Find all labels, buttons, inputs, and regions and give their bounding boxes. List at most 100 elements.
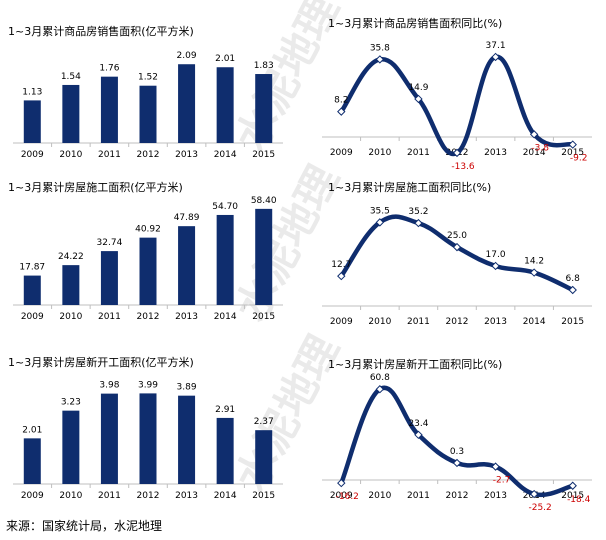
x-tick-label: 2011: [407, 148, 430, 158]
bar: [216, 417, 234, 484]
data-point: [529, 268, 539, 277]
bar: [255, 208, 273, 305]
x-tick-label: 2010: [59, 150, 82, 160]
data-label: -9.2: [570, 154, 588, 164]
x-tick-label: 2013: [484, 148, 507, 158]
x-tick-label: 2012: [446, 491, 469, 501]
data-label: 2.01: [215, 54, 235, 64]
data-point: [452, 242, 462, 252]
bar: [100, 76, 118, 143]
data-label: -2.7: [493, 476, 511, 486]
data-label: 35.5: [370, 206, 390, 216]
bar: [139, 393, 157, 484]
chart-title: 1~3月累计商品房销售面积(亿平方米): [8, 24, 194, 38]
data-label: 2.37: [254, 417, 274, 427]
bar: [23, 275, 41, 305]
x-tick-label: 2014: [214, 312, 237, 322]
x-tick-label: 2013: [175, 150, 198, 160]
data-label: 37.1: [486, 41, 506, 51]
data-point: [414, 218, 423, 228]
x-tick-label: 2013: [484, 491, 507, 501]
x-tick-label: 2010: [368, 148, 391, 158]
bar: [139, 237, 157, 305]
x-tick-label: 2009: [330, 491, 353, 501]
data-label: -16.2: [336, 492, 359, 502]
bar: [23, 438, 41, 484]
data-label: 24.22: [58, 252, 84, 262]
data-label: 3.89: [177, 383, 197, 393]
data-point: [491, 52, 500, 62]
x-tick-label: 2010: [368, 491, 391, 501]
data-label: 3.99: [138, 380, 158, 390]
bar: [62, 410, 80, 484]
series-line: [339, 214, 575, 293]
x-tick-label: 2015: [252, 491, 275, 501]
data-point: [491, 261, 500, 271]
watermark-text: 水泥地理: [226, 328, 348, 499]
data-label: 12.7: [331, 260, 351, 270]
data-label: 1.13: [22, 87, 42, 97]
data-point: [414, 94, 423, 104]
x-tick-label: 2014: [523, 148, 546, 158]
bar: [255, 430, 273, 484]
bar: [216, 214, 234, 305]
data-label: -25.2: [528, 503, 551, 513]
data-label: 14.9: [408, 83, 428, 93]
chart-title: 1~3月累计房屋新开工面积(亿平方米): [8, 355, 194, 369]
bar: [23, 100, 41, 143]
data-label: 2.01: [22, 425, 42, 435]
x-tick-label: 2012: [446, 317, 469, 327]
bar: [62, 265, 80, 305]
data-label: 14.2: [524, 257, 544, 267]
bar: [100, 393, 118, 484]
data-point: [375, 218, 385, 227]
x-tick-label: 2012: [137, 150, 160, 160]
bar: [178, 64, 196, 143]
bar-chart-3: 1~3月累计房屋施工面积(亿平方米) 17.87 2009 24.22 2010 32.7…: [8, 180, 283, 322]
data-label: 1.52: [138, 73, 158, 83]
line-chart-6: 1~3月累计房屋新开工面积同比(%) 2009 2010 2011 2012 2013 20…: [322, 357, 592, 513]
data-label: -13.6: [451, 162, 475, 172]
x-tick-label: 2012: [137, 312, 160, 322]
x-tick-label: 2011: [407, 491, 430, 501]
data-label: 3.98: [99, 381, 119, 391]
x-tick-label: 2011: [98, 312, 121, 322]
data-point: [337, 107, 346, 116]
data-label: 6.8: [566, 274, 581, 284]
x-tick-label: 2010: [59, 312, 82, 322]
data-label: 32.74: [97, 238, 123, 248]
x-tick-label: 2009: [21, 312, 44, 322]
x-tick-label: 2014: [214, 150, 237, 160]
x-tick-label: 2011: [98, 491, 121, 501]
data-label: 1.54: [61, 72, 81, 82]
x-tick-label: 2015: [561, 317, 584, 327]
data-point: [452, 458, 462, 468]
x-tick-label: 2011: [98, 150, 121, 160]
bar: [62, 84, 80, 143]
data-label: 1.83: [254, 61, 274, 71]
data-label: 58.40: [251, 196, 277, 206]
data-point: [568, 481, 577, 490]
data-label: 17.87: [19, 263, 45, 273]
data-label: 1.76: [99, 64, 119, 74]
x-tick-label: 2012: [137, 491, 160, 501]
x-tick-label: 2010: [59, 491, 82, 501]
chart-title: 1~3月累计商品房销售面积同比(%): [328, 16, 502, 30]
x-tick-label: 2015: [561, 491, 584, 501]
data-point: [529, 489, 539, 499]
data-label: -18.4: [567, 495, 591, 505]
x-tick-label: 2015: [252, 312, 275, 322]
x-tick-label: 2013: [175, 491, 198, 501]
data-point: [568, 140, 577, 149]
data-point: [375, 385, 385, 394]
x-tick-label: 2009: [330, 317, 353, 327]
chart-title: 1~3月累计房屋新开工面积同比(%): [328, 357, 502, 371]
line-chart-2: 1~3月累计商品房销售面积同比(%)2009201020112012201320…: [322, 16, 592, 172]
data-point: [452, 148, 462, 158]
bar: [100, 251, 118, 305]
data-point: [375, 55, 385, 64]
bar: [139, 85, 157, 143]
x-tick-label: 2015: [561, 148, 584, 158]
